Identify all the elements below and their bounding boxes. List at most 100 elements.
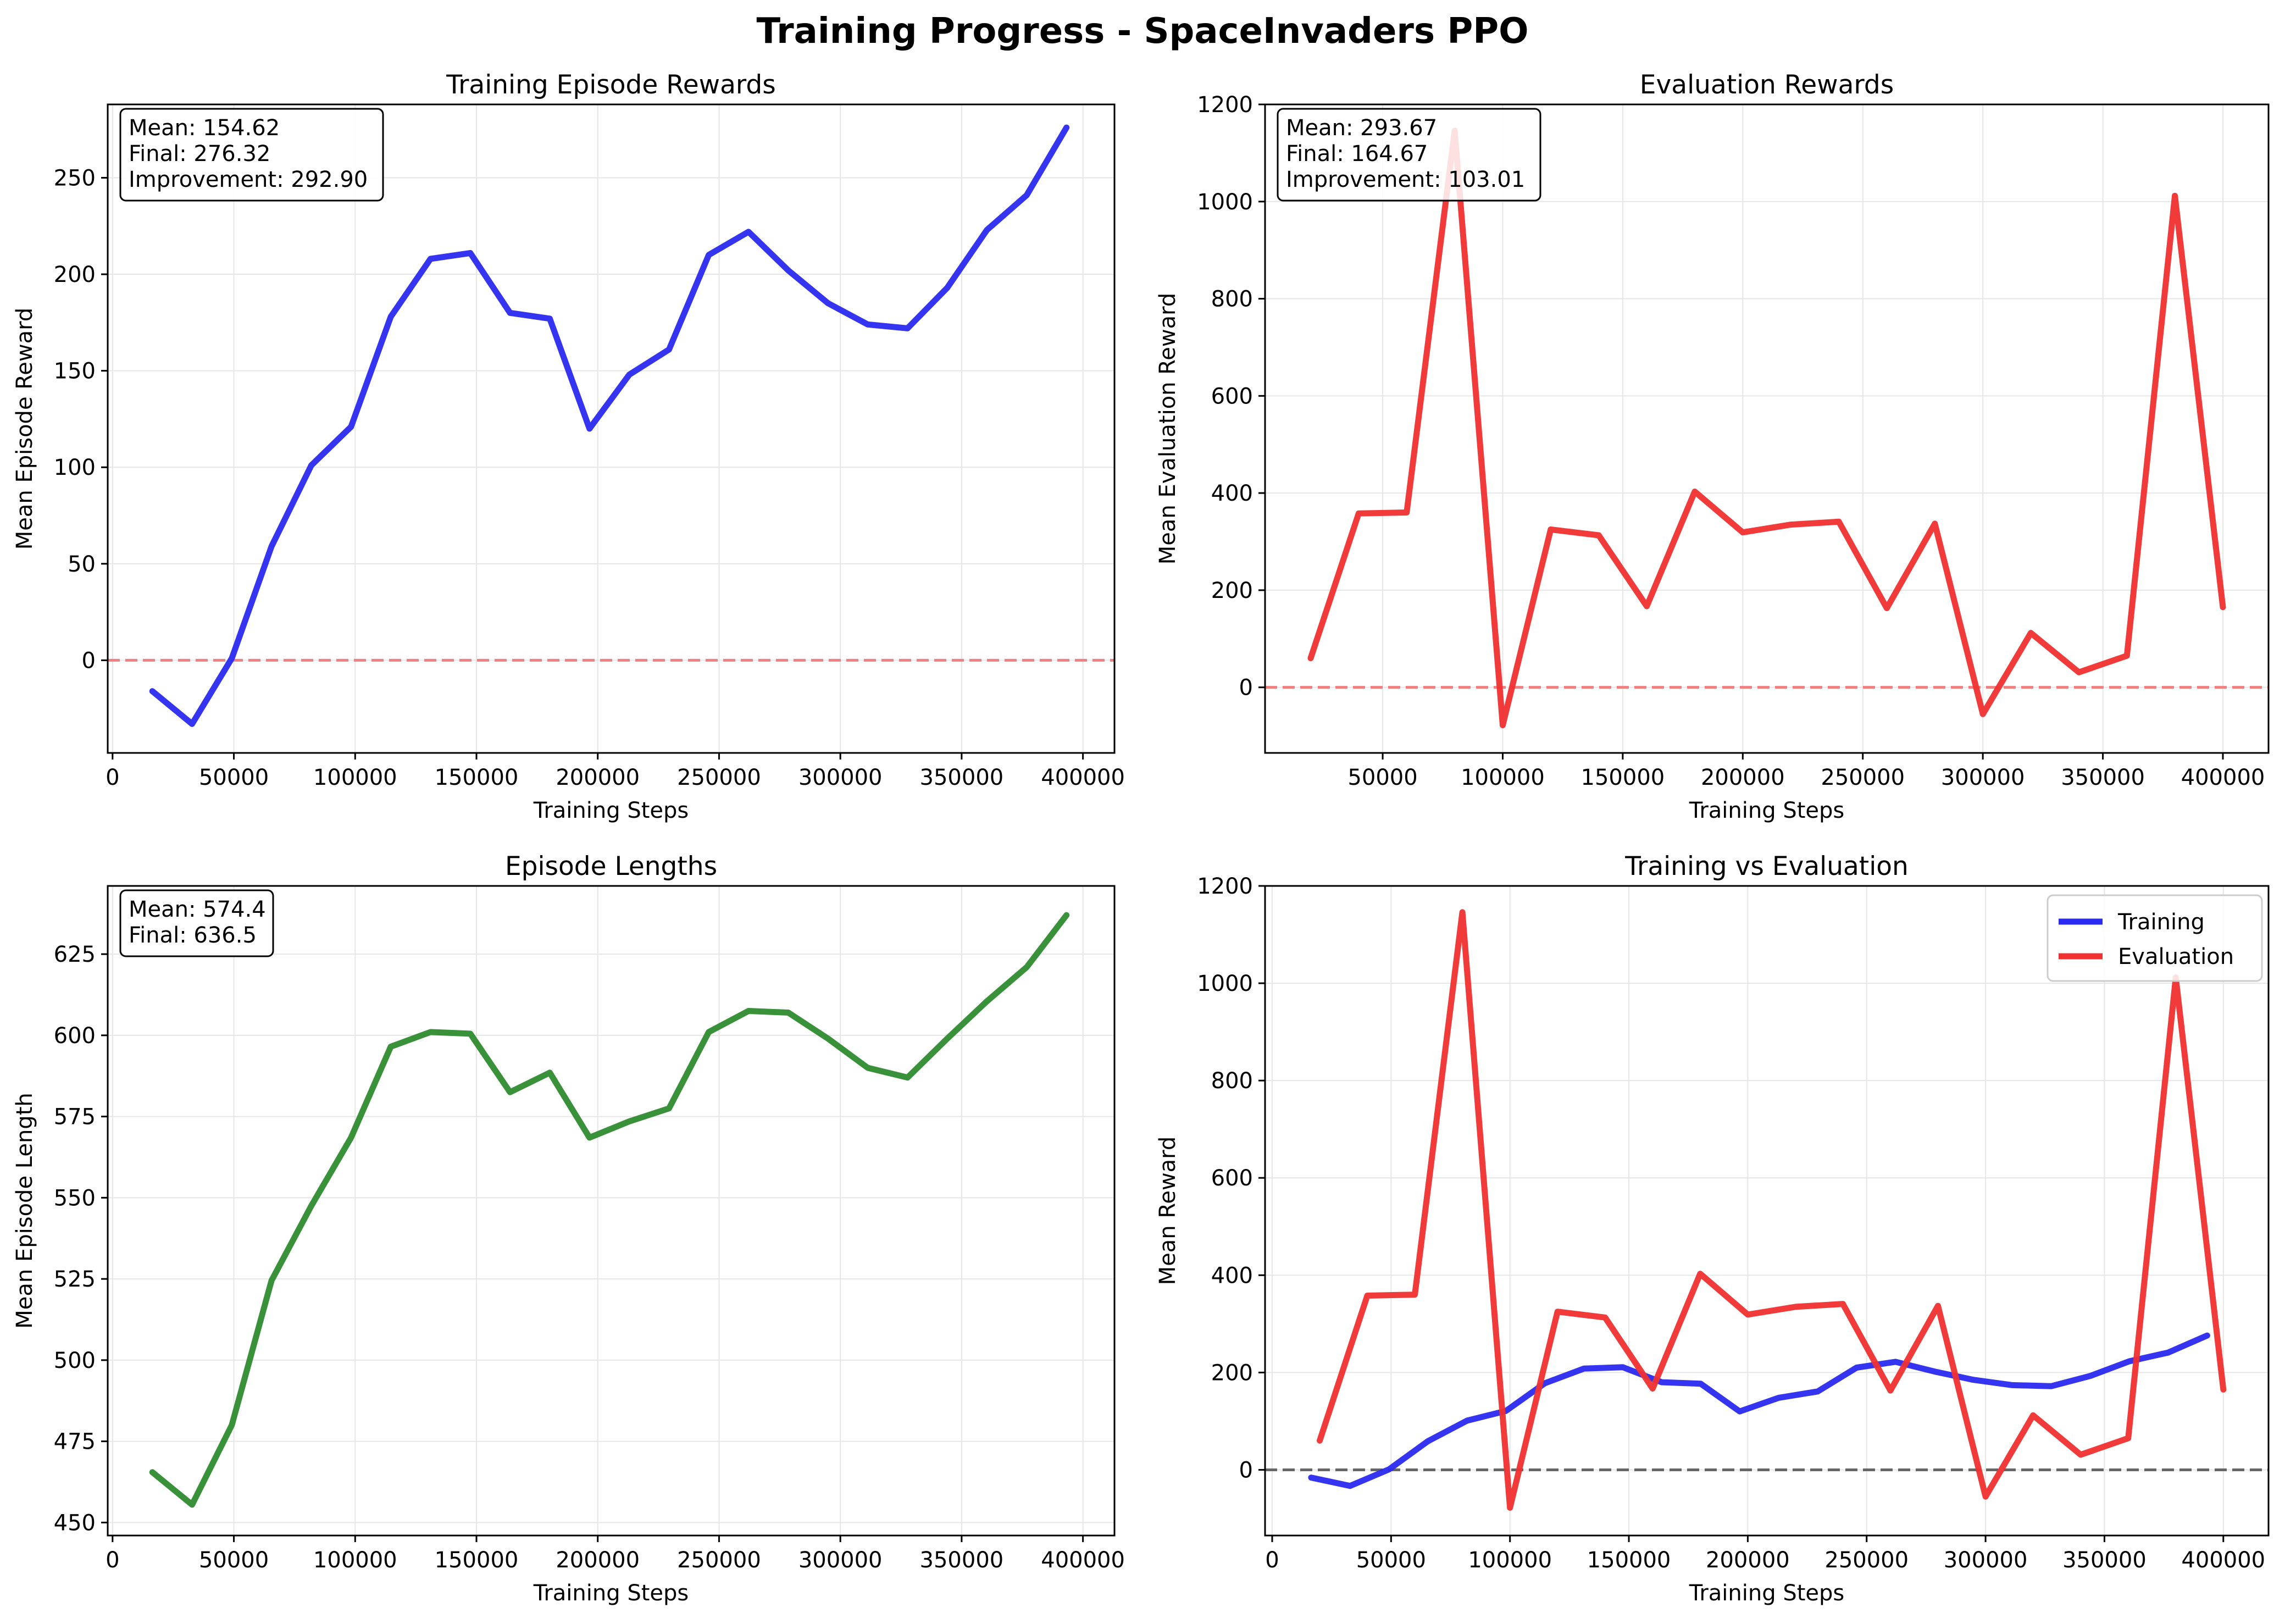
y-tick-label: 1000 xyxy=(1197,190,1253,215)
x-tick-label: 400000 xyxy=(2181,1548,2265,1573)
x-tick-label: 200000 xyxy=(556,1548,640,1573)
stats-box-line: Improvement: 103.01 xyxy=(1286,167,1525,192)
x-tick-label: 400000 xyxy=(1041,1548,1125,1573)
y-tick-label: 525 xyxy=(54,1267,96,1292)
y-tick-label: 475 xyxy=(54,1429,96,1455)
series-line-evaluation xyxy=(1307,128,2226,729)
x-tick-label: 350000 xyxy=(920,1548,1004,1573)
panel-episode-lengths: 0 50000 100000 150000 200000 250000 300000 3500… xyxy=(12,851,1125,1606)
panel-title: Training vs Evaluation xyxy=(1624,851,1909,882)
series-line-evaluation xyxy=(1317,909,2227,1511)
x-tick-label: 350000 xyxy=(2062,1548,2147,1573)
stats-box-line: Mean: 574.4 xyxy=(129,897,266,922)
y-tick-label: 1000 xyxy=(1197,971,1253,996)
stats-box xyxy=(119,889,274,957)
x-tick-label: 100000 xyxy=(313,1548,397,1573)
stats-box-line: Mean: 154.62 xyxy=(129,115,280,141)
y-tick-label: 1200 xyxy=(1197,874,1253,899)
panel-title: Episode Lengths xyxy=(505,851,717,882)
y-tick-label: 1200 xyxy=(1197,92,1253,118)
x-tick-label: 200000 xyxy=(556,765,640,790)
y-axis-label: Mean Episode Reward xyxy=(12,308,37,550)
x-tick-label: 400000 xyxy=(1041,765,1125,790)
x-tick-label: 0 xyxy=(1265,1548,1279,1573)
stats-box-line: Final: 164.67 xyxy=(1286,141,1428,167)
x-tick-label: 400000 xyxy=(2181,765,2265,790)
y-tick-label: 200 xyxy=(1211,1360,1253,1385)
plot-frame xyxy=(1264,885,2270,1537)
y-axis-label: Mean Reward xyxy=(1155,1137,1180,1285)
x-tick-label: 200000 xyxy=(1706,1548,1790,1573)
x-tick-label: 150000 xyxy=(435,1548,519,1573)
x-tick-label: 100000 xyxy=(1461,765,1545,790)
plot-frame xyxy=(107,103,1116,754)
x-tick-label: 100000 xyxy=(313,765,397,790)
y-tick-label: 0 xyxy=(82,648,96,673)
x-axis-label: Training Steps xyxy=(533,1581,689,1606)
y-tick-label: 50 xyxy=(68,552,96,577)
y-tick-label: 575 xyxy=(54,1105,96,1130)
stats-box-line: Improvement: 292.90 xyxy=(129,167,368,192)
x-axis-label: Training Steps xyxy=(533,798,689,823)
y-tick-label: 500 xyxy=(54,1348,96,1373)
y-tick-label: 150 xyxy=(54,359,96,384)
panel-evaluation-rewards: 50000 100000 150000 200000 250000 300000 35000… xyxy=(1155,70,2270,823)
x-tick-label: 50000 xyxy=(199,1548,269,1573)
y-tick-label: 600 xyxy=(1211,384,1253,409)
stats-box-line: Final: 636.5 xyxy=(129,923,257,948)
x-tick-label: 50000 xyxy=(1356,1548,1426,1573)
series-line-lengths xyxy=(149,912,1070,1508)
y-tick-label: 0 xyxy=(1239,1457,1253,1483)
y-tick-label: 200 xyxy=(54,262,96,287)
x-tick-label: 300000 xyxy=(1944,1548,2028,1573)
x-tick-label: 200000 xyxy=(1701,765,1785,790)
x-tick-label: 50000 xyxy=(199,765,269,790)
x-tick-label: 300000 xyxy=(1941,765,2025,790)
panel-title: Evaluation Rewards xyxy=(1640,70,1894,100)
y-tick-label: 450 xyxy=(54,1510,96,1536)
legend-label-training: Training xyxy=(2117,910,2205,935)
x-tick-label: 250000 xyxy=(1821,765,1905,790)
y-tick-label: 600 xyxy=(54,1023,96,1049)
panel-training-rewards: 0 50000 100000 150000 200000 250000 300000 3500… xyxy=(12,70,1125,823)
x-axis-label: Training Steps xyxy=(1689,1581,1844,1606)
legend-label-evaluation: Evaluation xyxy=(2118,944,2234,969)
y-tick-label: 800 xyxy=(1211,1068,1253,1094)
y-tick-label: 625 xyxy=(54,942,96,967)
y-tick-label: 400 xyxy=(1211,481,1253,506)
stats-box-line: Mean: 293.67 xyxy=(1286,115,1437,141)
y-tick-label: 800 xyxy=(1211,287,1253,312)
x-tick-label: 150000 xyxy=(435,765,519,790)
x-tick-label: 250000 xyxy=(1824,1548,1909,1573)
y-tick-label: 400 xyxy=(1211,1263,1253,1288)
x-tick-label: 0 xyxy=(106,765,119,790)
stats-box xyxy=(1277,108,1541,202)
stats-box-line: Final: 276.32 xyxy=(129,141,270,167)
y-tick-label: 600 xyxy=(1211,1166,1253,1191)
stats-box xyxy=(119,108,384,202)
panel-title: Training Episode Rewards xyxy=(446,70,775,100)
x-tick-label: 300000 xyxy=(798,1548,883,1573)
y-tick-label: 250 xyxy=(54,165,96,191)
y-tick-label: 0 xyxy=(1239,675,1253,701)
figure-title: Training Progress - SpaceInvaders PPO xyxy=(756,11,1528,52)
x-tick-label: 350000 xyxy=(920,765,1004,790)
x-tick-label: 250000 xyxy=(677,1548,761,1573)
y-tick-label: 100 xyxy=(54,455,96,480)
y-tick-label: 200 xyxy=(1211,578,1253,603)
y-tick-label: 550 xyxy=(54,1185,96,1211)
x-tick-label: 0 xyxy=(106,1548,119,1573)
plot-frame xyxy=(107,885,1116,1537)
y-axis-label: Mean Episode Length xyxy=(12,1093,37,1328)
x-tick-label: 150000 xyxy=(1587,1548,1671,1573)
x-tick-label: 250000 xyxy=(677,765,761,790)
panel-training-vs-evaluation: 0 50000 100000 150000 200000 250000 300000 3500… xyxy=(1155,851,2270,1606)
x-tick-label: 350000 xyxy=(2061,765,2145,790)
series-line-training xyxy=(1308,1332,2210,1489)
x-tick-label: 100000 xyxy=(1468,1548,1552,1573)
x-tick-label: 300000 xyxy=(798,765,883,790)
x-tick-label: 50000 xyxy=(1347,765,1417,790)
x-axis-label: Training Steps xyxy=(1689,798,1844,823)
